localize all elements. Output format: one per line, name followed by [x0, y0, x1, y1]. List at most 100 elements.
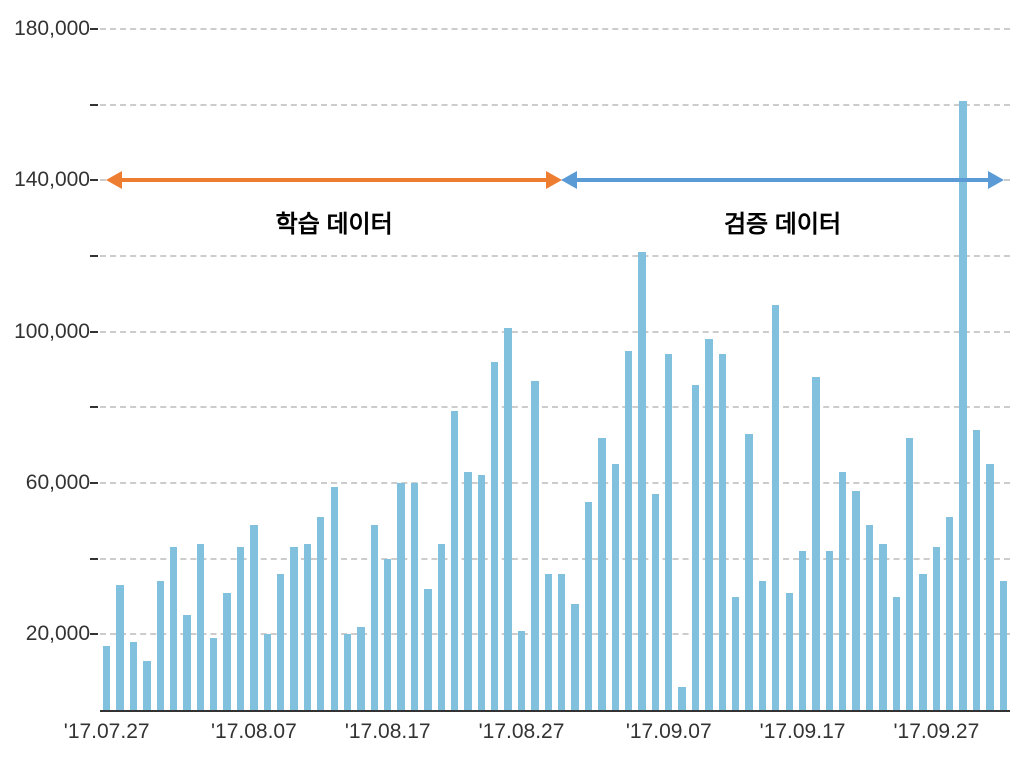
bar: [264, 634, 271, 710]
bar: [170, 547, 177, 710]
bar: [839, 472, 846, 710]
region-arrow-line: [571, 178, 994, 182]
bars-group: [100, 10, 1010, 710]
bar: [384, 559, 391, 710]
bar: [504, 328, 511, 710]
bar: [1000, 581, 1007, 710]
bar: [678, 687, 685, 710]
y-axis-label: 20,000: [26, 622, 90, 646]
x-axis-label: '17.09.07: [626, 720, 712, 744]
y-tick-mark: [90, 28, 98, 30]
bar: [946, 517, 953, 710]
bar: [103, 646, 110, 710]
bar: [879, 544, 886, 710]
y-axis-label: 100,000: [14, 320, 90, 344]
bar: [558, 574, 565, 710]
bar: [277, 574, 284, 710]
bar: [732, 597, 739, 711]
bar: [464, 472, 471, 710]
bar: [826, 551, 833, 710]
bar: [759, 581, 766, 710]
bar: [411, 483, 418, 710]
x-axis-label: '17.09.27: [894, 720, 980, 744]
y-tick-mark: [90, 179, 98, 181]
bar: [290, 547, 297, 710]
bar: [625, 351, 632, 710]
x-axis-label: '17.08.07: [211, 720, 297, 744]
bar: [424, 589, 431, 710]
bar: [237, 547, 244, 710]
bar: [531, 381, 538, 710]
bar: [692, 385, 699, 710]
bar: [866, 525, 873, 710]
region-label: 검증 데이터: [724, 204, 841, 239]
bar: [665, 354, 672, 710]
bar: [143, 661, 150, 710]
arrow-head-right-icon: [546, 171, 562, 189]
bar: [893, 597, 900, 711]
bar: [986, 464, 993, 710]
bar: [438, 544, 445, 710]
bar: [157, 581, 164, 710]
bar: [304, 544, 311, 710]
y-tick-mark: [90, 633, 98, 635]
bar: [919, 574, 926, 710]
y-axis-label: 140,000: [14, 168, 90, 192]
bar: [478, 475, 485, 710]
y-axis-label: 180,000: [14, 17, 90, 41]
y-tick-mark: [90, 482, 98, 484]
y-tick-mark: [90, 558, 98, 560]
bar: [786, 593, 793, 710]
region-arrow-line: [116, 178, 552, 182]
bar: [331, 487, 338, 710]
bar: [852, 491, 859, 710]
arrow-head-left-icon: [106, 171, 122, 189]
x-axis-label: '17.09.17: [760, 720, 846, 744]
bar: [638, 252, 645, 710]
y-tick-mark: [90, 331, 98, 333]
bar: [705, 339, 712, 710]
arrow-head-left-icon: [561, 171, 577, 189]
x-axis-label: '17.08.27: [479, 720, 565, 744]
bar: [745, 434, 752, 710]
bar: [545, 574, 552, 710]
bar: [223, 593, 230, 710]
bar: [772, 305, 779, 710]
bar: [652, 494, 659, 710]
bar: [719, 354, 726, 710]
bar: [598, 438, 605, 710]
y-axis-label: 60,000: [26, 471, 90, 495]
arrow-head-right-icon: [988, 171, 1004, 189]
bar: [371, 525, 378, 710]
bar: [959, 101, 966, 710]
x-axis-line: [100, 710, 1010, 712]
bar: [491, 362, 498, 710]
bar: [585, 502, 592, 710]
y-tick-mark: [90, 104, 98, 106]
bar: [210, 638, 217, 710]
bar: [518, 631, 525, 710]
x-axis-label: '17.07.27: [64, 720, 150, 744]
bar: [812, 377, 819, 710]
bar: [317, 517, 324, 710]
bar: [799, 551, 806, 710]
bar: [344, 634, 351, 710]
y-tick-mark: [90, 406, 98, 408]
bar: [197, 544, 204, 710]
bar: [116, 585, 123, 710]
bar: [571, 604, 578, 710]
bar: [183, 615, 190, 710]
bar: [973, 430, 980, 710]
bar: [250, 525, 257, 710]
chart-container: 20,000 60,000 100,000 140,000 180,000 '17.07…: [0, 0, 1024, 758]
bar: [612, 464, 619, 710]
bar: [906, 438, 913, 710]
bar: [451, 411, 458, 710]
x-axis-label: '17.08.17: [345, 720, 431, 744]
bar: [397, 483, 404, 710]
bar: [357, 627, 364, 710]
y-tick-mark: [90, 255, 98, 257]
bar: [130, 642, 137, 710]
region-label: 학습 데이터: [276, 204, 393, 239]
bar: [933, 547, 940, 710]
